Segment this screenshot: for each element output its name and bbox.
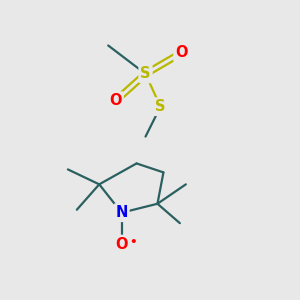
Text: •: • [129,236,137,249]
Text: O: O [175,46,188,61]
Text: N: N [116,205,128,220]
Text: S: S [140,66,151,81]
Text: O: O [110,93,122,108]
Text: O: O [116,237,128,252]
Text: S: S [155,99,166,114]
